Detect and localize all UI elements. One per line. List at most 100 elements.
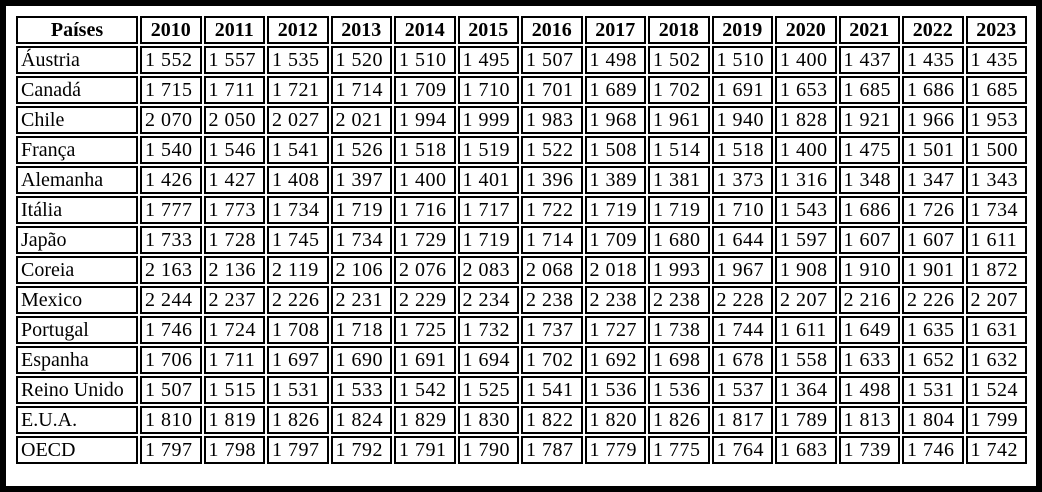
country-name-cell: Japão bbox=[16, 226, 138, 254]
value-cell: 1 715 bbox=[140, 76, 202, 104]
value-cell: 1 739 bbox=[838, 436, 900, 464]
value-cell: 1 692 bbox=[584, 346, 646, 374]
column-header-paises: Países bbox=[16, 16, 138, 44]
table-row: Japão 1 733 1 728 1 745 1 734 1 729 1 719 1 714… bbox=[16, 226, 1027, 254]
table-row: Reino Unido 1 507 1 515 1 531 1 533 1 542 1 52… bbox=[16, 376, 1027, 404]
value-cell: 1 408 bbox=[267, 166, 329, 194]
column-header-year: 2011 bbox=[203, 16, 265, 44]
column-header-year: 2020 bbox=[775, 16, 837, 44]
value-cell: 1 820 bbox=[584, 406, 646, 434]
value-cell: 1 552 bbox=[140, 46, 202, 74]
value-cell: 1 537 bbox=[711, 376, 773, 404]
value-cell: 2 021 bbox=[330, 106, 392, 134]
value-cell: 1 607 bbox=[902, 226, 964, 254]
value-cell: 1 719 bbox=[330, 196, 392, 224]
value-cell: 1 826 bbox=[648, 406, 710, 434]
value-cell: 1 686 bbox=[838, 196, 900, 224]
column-header-year: 2021 bbox=[838, 16, 900, 44]
value-cell: 1 680 bbox=[648, 226, 710, 254]
value-cell: 1 826 bbox=[267, 406, 329, 434]
value-cell: 1 536 bbox=[648, 376, 710, 404]
value-cell: 1 709 bbox=[394, 76, 456, 104]
value-cell: 1 698 bbox=[648, 346, 710, 374]
table-row: Itália 1 777 1 773 1 734 1 719 1 716 1 717 1 72… bbox=[16, 196, 1027, 224]
table-row: Chile 2 070 2 050 2 027 2 021 1 994 1 999 1 983… bbox=[16, 106, 1027, 134]
value-cell: 1 718 bbox=[330, 316, 392, 344]
value-cell: 2 207 bbox=[775, 286, 837, 314]
value-cell: 2 238 bbox=[584, 286, 646, 314]
value-cell: 1 519 bbox=[457, 136, 519, 164]
value-cell: 1 347 bbox=[902, 166, 964, 194]
country-name-cell: Coreia bbox=[16, 256, 138, 284]
value-cell: 1 690 bbox=[330, 346, 392, 374]
country-name-cell: Reino Unido bbox=[16, 376, 138, 404]
value-cell: 1 683 bbox=[775, 436, 837, 464]
country-name-cell: E.U.A. bbox=[16, 406, 138, 434]
value-cell: 1 396 bbox=[521, 166, 583, 194]
value-cell: 1 983 bbox=[521, 106, 583, 134]
value-cell: 1 797 bbox=[140, 436, 202, 464]
value-cell: 1 798 bbox=[203, 436, 265, 464]
value-cell: 1 689 bbox=[584, 76, 646, 104]
value-cell: 1 967 bbox=[711, 256, 773, 284]
value-cell: 1 510 bbox=[394, 46, 456, 74]
table-row: Alemanha 1 426 1 427 1 408 1 397 1 400 1 401 1 … bbox=[16, 166, 1027, 194]
value-cell: 1 799 bbox=[965, 406, 1027, 434]
value-cell: 1 738 bbox=[648, 316, 710, 344]
value-cell: 1 427 bbox=[203, 166, 265, 194]
value-cell: 1 822 bbox=[521, 406, 583, 434]
value-cell: 1 706 bbox=[140, 346, 202, 374]
value-cell: 1 813 bbox=[838, 406, 900, 434]
column-header-year: 2016 bbox=[521, 16, 583, 44]
value-cell: 1 508 bbox=[584, 136, 646, 164]
value-cell: 1 400 bbox=[394, 166, 456, 194]
value-cell: 1 828 bbox=[775, 106, 837, 134]
value-cell: 1 597 bbox=[775, 226, 837, 254]
value-cell: 1 644 bbox=[711, 226, 773, 254]
value-cell: 1 710 bbox=[457, 76, 519, 104]
value-cell: 1 711 bbox=[203, 346, 265, 374]
value-cell: 2 027 bbox=[267, 106, 329, 134]
value-cell: 1 500 bbox=[965, 136, 1027, 164]
value-cell: 1 535 bbox=[267, 46, 329, 74]
value-cell: 1 746 bbox=[140, 316, 202, 344]
value-cell: 1 691 bbox=[711, 76, 773, 104]
value-cell: 1 316 bbox=[775, 166, 837, 194]
value-cell: 1 721 bbox=[267, 76, 329, 104]
value-cell: 2 136 bbox=[203, 256, 265, 284]
value-cell: 1 709 bbox=[584, 226, 646, 254]
value-cell: 1 653 bbox=[775, 76, 837, 104]
value-cell: 1 632 bbox=[965, 346, 1027, 374]
value-cell: 1 824 bbox=[330, 406, 392, 434]
value-cell: 1 779 bbox=[584, 436, 646, 464]
value-cell: 1 817 bbox=[711, 406, 773, 434]
value-cell: 1 542 bbox=[394, 376, 456, 404]
value-cell: 1 381 bbox=[648, 166, 710, 194]
value-cell: 1 830 bbox=[457, 406, 519, 434]
value-cell: 1 514 bbox=[648, 136, 710, 164]
value-cell: 1 733 bbox=[140, 226, 202, 254]
value-cell: 1 727 bbox=[584, 316, 646, 344]
value-cell: 1 697 bbox=[267, 346, 329, 374]
value-cell: 1 734 bbox=[267, 196, 329, 224]
value-cell: 2 018 bbox=[584, 256, 646, 284]
value-cell: 1 364 bbox=[775, 376, 837, 404]
value-cell: 1 515 bbox=[203, 376, 265, 404]
value-cell: 1 507 bbox=[521, 46, 583, 74]
value-cell: 1 635 bbox=[902, 316, 964, 344]
value-cell: 1 710 bbox=[711, 196, 773, 224]
country-name-cell: Portugal bbox=[16, 316, 138, 344]
value-cell: 1 401 bbox=[457, 166, 519, 194]
country-name-cell: Itália bbox=[16, 196, 138, 224]
value-cell: 1 729 bbox=[394, 226, 456, 254]
value-cell: 1 819 bbox=[203, 406, 265, 434]
value-cell: 2 226 bbox=[267, 286, 329, 314]
value-cell: 1 694 bbox=[457, 346, 519, 374]
column-header-year: 2010 bbox=[140, 16, 202, 44]
value-cell: 1 518 bbox=[394, 136, 456, 164]
value-cell: 1 791 bbox=[394, 436, 456, 464]
value-cell: 2 237 bbox=[203, 286, 265, 314]
table-row: Portugal 1 746 1 724 1 708 1 718 1 725 1 732 1 … bbox=[16, 316, 1027, 344]
value-cell: 1 701 bbox=[521, 76, 583, 104]
column-header-year: 2012 bbox=[267, 16, 329, 44]
